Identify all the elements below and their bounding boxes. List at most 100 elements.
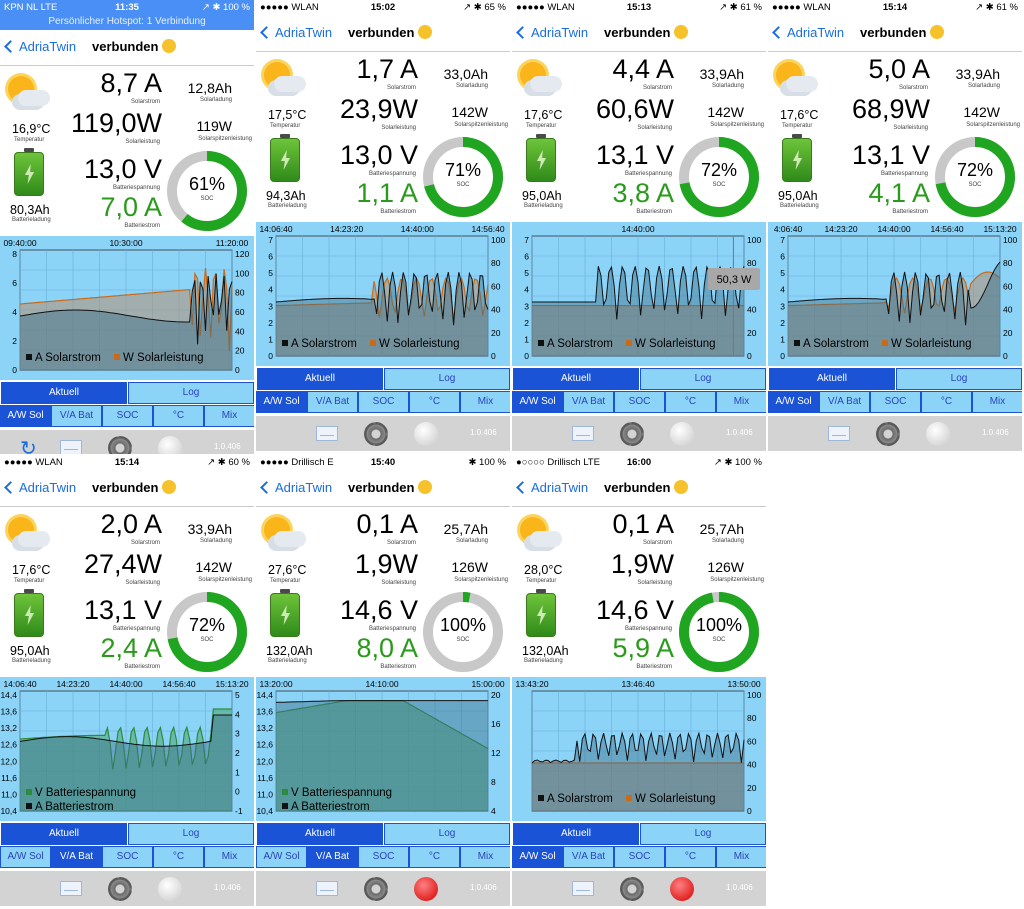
mail-icon[interactable] [60,440,82,454]
segment-1[interactable]: A/W Sol [512,846,563,868]
tab-log[interactable]: Log [384,368,510,390]
segment-5[interactable]: Mix [716,846,766,868]
segment-4[interactable]: °C [409,391,460,413]
battery-voltage-value: 13,1 V [851,140,930,170]
segment-2[interactable]: V/A Bat [307,391,358,413]
soc-ring [935,137,1015,217]
status-button[interactable] [926,422,950,446]
gear-icon[interactable] [620,877,644,901]
tab-aktuell[interactable]: Aktuell [257,823,383,845]
gear-icon[interactable] [108,436,132,454]
mail-icon[interactable] [60,881,82,896]
y-tick-label-right: 100 [491,235,505,245]
carrier-label: ●●●●● WLAN [260,2,319,13]
tab-log[interactable]: Log [128,823,254,845]
refresh-icon[interactable]: ↻ [20,438,37,454]
segment-5[interactable]: Mix [460,846,510,868]
mail-icon[interactable] [828,426,850,441]
back-button[interactable]: AdriaTwin [4,480,76,495]
segment-3[interactable]: SOC [870,391,921,413]
cloud-icon [274,76,306,92]
segment-1[interactable]: A/W Sol [0,846,51,868]
battery-status: ✱ 100 % [468,457,506,468]
y-tick-label-right: 20 [747,783,757,793]
mail-icon[interactable] [572,881,594,896]
segment-4[interactable]: °C [153,405,204,427]
segment-3[interactable]: SOC [102,846,153,868]
mail-icon[interactable] [316,881,338,896]
temperature-value: 27,6°C [268,563,307,577]
y-tick-label-left: 3 [268,301,273,311]
record-button-red[interactable] [670,877,694,901]
legend-label: A Solarstrom [291,338,357,350]
segment-3[interactable]: SOC [358,846,409,868]
tab-log[interactable]: Log [640,823,766,845]
back-button[interactable]: AdriaTwin [260,25,332,40]
mail-icon[interactable] [572,426,594,441]
y-tick-label-left: 7 [268,235,273,245]
segment-4[interactable]: °C [665,846,716,868]
gear-icon[interactable] [876,422,900,446]
segment-4[interactable]: °C [665,391,716,413]
segment-1[interactable]: A/W Sol [256,846,307,868]
segment-3[interactable]: SOC [102,405,153,427]
tab-aktuell[interactable]: Aktuell [257,368,383,390]
segment-2[interactable]: V/A Bat [51,405,102,427]
status-button[interactable] [158,436,182,454]
connection-label: verbunden [604,480,671,495]
segment-4[interactable]: °C [921,391,972,413]
segment-5[interactable]: Mix [716,391,766,413]
tab-log[interactable]: Log [384,823,510,845]
status-button[interactable] [158,877,182,901]
segment-1[interactable]: A/W Sol [512,391,563,413]
back-button[interactable]: AdriaTwin [4,39,76,54]
tab-aktuell[interactable]: Aktuell [1,823,127,845]
tab-aktuell[interactable]: Aktuell [1,382,127,404]
segment-4[interactable]: °C [409,846,460,868]
segment-2[interactable]: V/A Bat [563,846,614,868]
record-button-red[interactable] [414,877,438,901]
segment-5[interactable]: Mix [972,391,1022,413]
segment-1[interactable]: A/W Sol [256,391,307,413]
temperature-label: Temperatur [526,123,557,129]
soc-gauge: 61% SOC [166,150,248,232]
battery-status: ↗ ✱ 65 % [463,2,506,13]
gear-icon[interactable] [364,877,388,901]
series-area-primary [276,272,488,356]
segment-2[interactable]: V/A Bat [307,846,358,868]
back-button[interactable]: AdriaTwin [260,480,332,495]
segment-1[interactable]: A/W Sol [0,405,51,427]
temperature-label: Temperatur [270,578,301,584]
segment-3[interactable]: SOC [614,391,665,413]
status-button[interactable] [414,422,438,446]
battery-charge-value: 80,3Ah [10,203,50,217]
gear-icon[interactable] [620,422,644,446]
tab-aktuell[interactable]: Aktuell [513,823,639,845]
segment-1[interactable]: A/W Sol [768,391,819,413]
back-button[interactable]: AdriaTwin [516,25,588,40]
segment-3[interactable]: SOC [358,391,409,413]
segment-5[interactable]: Mix [460,391,510,413]
hotspot-banner[interactable]: Persönlicher Hotspot: 1 Verbindung [0,16,254,30]
segment-2[interactable]: V/A Bat [563,391,614,413]
solar-charge-value: 25,7Ah [443,521,488,537]
tab-log[interactable]: Log [640,368,766,390]
tab-aktuell[interactable]: Aktuell [769,368,895,390]
back-button[interactable]: AdriaTwin [772,25,844,40]
gear-icon[interactable] [364,422,388,446]
segment-5[interactable]: Mix [204,405,254,427]
segment-2[interactable]: V/A Bat [51,846,102,868]
status-button[interactable] [670,422,694,446]
segment-4[interactable]: °C [153,846,204,868]
segment-5[interactable]: Mix [204,846,254,868]
back-button[interactable]: AdriaTwin [516,480,588,495]
segment-3[interactable]: SOC [614,846,665,868]
status-bar: ●●●●● WLAN 15:02 ↗ ✱ 65 % [256,0,510,16]
gear-icon[interactable] [108,877,132,901]
tab-log[interactable]: Log [896,368,1022,390]
tab-aktuell[interactable]: Aktuell [513,368,639,390]
mail-icon[interactable] [316,426,338,441]
tab-log[interactable]: Log [128,382,254,404]
bottom-toolbar: 1.0.406 [512,871,766,906]
segment-2[interactable]: V/A Bat [819,391,870,413]
